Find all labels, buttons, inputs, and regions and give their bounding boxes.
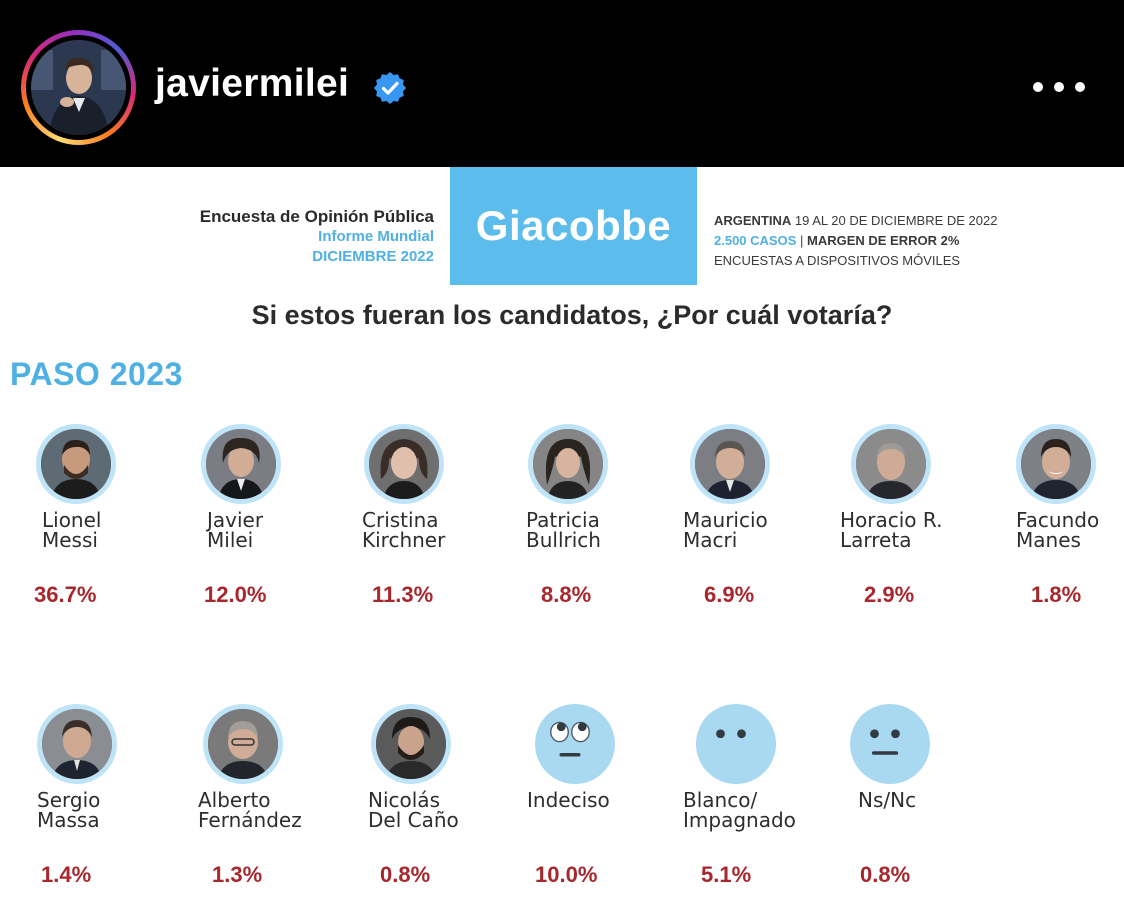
section-title: PASO 2023 — [10, 356, 183, 392]
candidate-name: Facundo Manes — [1016, 508, 1100, 552]
eye-roll-emoji-icon — [535, 704, 615, 784]
candidate-photo — [528, 424, 608, 504]
candidate-percentage: 8.8% — [541, 582, 592, 607]
avatar[interactable] — [31, 40, 126, 135]
candidate-percentage: 5.1% — [701, 862, 752, 887]
candidate-photo — [37, 704, 117, 784]
candidate-percentage: 2.9% — [864, 582, 915, 607]
candidate-name: Lionel Messi — [42, 508, 102, 552]
candidate-percentage: 10.0% — [535, 862, 598, 887]
candidate-name: Ns/Nc — [858, 788, 917, 812]
poll-title: Encuesta de Opinión Pública — [199, 207, 434, 226]
candidate-percentage: 1.3% — [212, 862, 263, 887]
pollster-name: Giacobbe — [475, 202, 672, 249]
more-options-icon[interactable] — [1033, 78, 1085, 96]
candidate-name: Sergio Massa — [37, 788, 101, 832]
candidate-percentage: 11.3% — [372, 582, 434, 607]
story-ring[interactable] — [21, 30, 136, 145]
candidate-photo — [371, 704, 451, 784]
avatar-photo — [31, 40, 126, 135]
neutral-face-emoji-icon — [850, 704, 930, 784]
candidate-photo — [1016, 424, 1096, 504]
candidate-percentage: 0.8% — [860, 862, 911, 887]
blank-face-emoji-icon — [696, 704, 776, 784]
poll-date: DICIEMBRE 2022 — [312, 248, 434, 265]
candidate-percentage: 36.7% — [34, 582, 97, 607]
candidate-photo — [36, 424, 116, 504]
candidate-percentage: 0.8% — [380, 862, 431, 887]
candidate-name: Indeciso — [527, 788, 610, 812]
poll-info-left: Encuesta de Opinión Pública Informe Mund… — [200, 207, 434, 267]
username[interactable]: javiermilei — [155, 62, 350, 105]
candidate-photo — [201, 424, 281, 504]
candidate-name: Mauricio Macri — [683, 508, 768, 552]
candidate-percentage: 12.0% — [204, 582, 267, 607]
candidate-percentage: 1.4% — [41, 862, 92, 887]
candidate-photo — [364, 424, 444, 504]
poll-question: Si estos fueran los candidatos, ¿Por cuá… — [251, 300, 893, 330]
candidate-name: Horacio R. Larreta — [840, 508, 943, 552]
candidate-name: Blanco/ Impagnado — [683, 788, 796, 832]
candidate-photo — [690, 424, 770, 504]
candidate-name: Cristina Kirchner — [362, 508, 446, 552]
verified-badge-icon — [374, 72, 406, 104]
pollster-logo: Giacobbe — [450, 167, 697, 285]
candidate-name: Patricia Bullrich — [526, 508, 601, 552]
candidate-photo — [851, 424, 931, 504]
candidate-name: Javier Milei — [207, 508, 264, 552]
candidate-name: Alberto Fernández — [198, 788, 302, 832]
candidate-percentage: 6.9% — [704, 582, 755, 607]
poll-subtitle: Informe Mundial — [318, 228, 434, 245]
poll-info-right: ARGENTINA 19 AL 20 DE DICIEMBRE DE 2022 … — [714, 213, 998, 268]
candidate-photo — [203, 704, 283, 784]
candidate-name: Nicolás Del Caño — [368, 788, 459, 832]
post-header: javiermilei — [0, 0, 1124, 167]
candidate-percentage: 1.8% — [1031, 582, 1082, 607]
